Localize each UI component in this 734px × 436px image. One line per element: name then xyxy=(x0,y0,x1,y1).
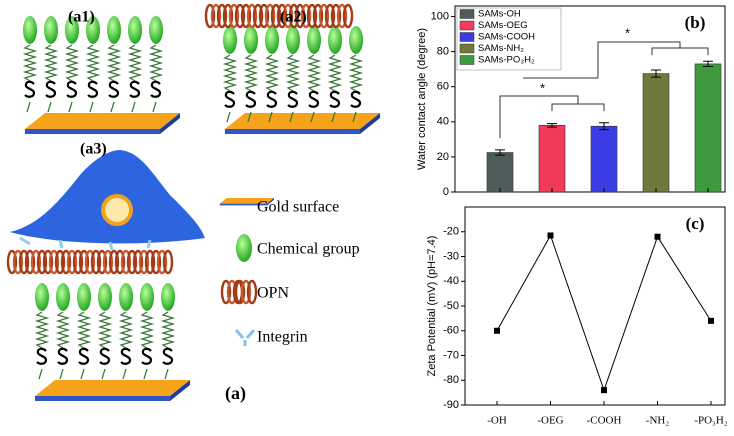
y-tick-label: -40 xyxy=(443,275,459,287)
bar xyxy=(486,152,514,193)
legend-swatch xyxy=(459,55,475,65)
error-bar xyxy=(547,123,557,128)
y-tick-label: -60 xyxy=(443,325,459,337)
x-tick-label: -OH xyxy=(487,415,507,427)
legend-text: OPN xyxy=(257,285,289,302)
y-tick-label: -30 xyxy=(443,250,459,262)
error-bar xyxy=(703,60,713,68)
y-tick-label: -70 xyxy=(443,349,459,361)
significance-mark: * xyxy=(540,80,545,95)
y-tick-label: -90 xyxy=(443,399,459,411)
y-tick-label: -80 xyxy=(443,374,459,386)
panel-label: (a) xyxy=(225,383,246,404)
y-tick-label: 80 xyxy=(437,46,449,58)
legend-label: SAMs-OEG xyxy=(478,20,528,31)
y-tick-label: 60 xyxy=(437,81,449,93)
error-bar xyxy=(651,69,661,78)
bar xyxy=(694,63,722,193)
x-tick-label: -PO₃H₂ xyxy=(694,415,728,427)
legend-frame xyxy=(456,7,562,71)
legend-label: SAMs-OH xyxy=(478,9,521,20)
marker xyxy=(494,327,500,334)
schematic: (a1) (a2) (a3) (a) Gold surface Chemical… xyxy=(6,3,380,404)
marker xyxy=(708,317,714,324)
error-bar xyxy=(495,149,505,156)
legend-text: Integrin xyxy=(257,329,308,346)
legend-text: Gold surface xyxy=(257,199,339,216)
panel-label: (a3) xyxy=(80,141,107,158)
legend-swatch xyxy=(459,20,475,31)
plot-frame xyxy=(454,5,726,193)
legend-label: SAMs-NH₂ xyxy=(478,43,524,54)
legend-label: SAMs-COOH xyxy=(478,32,535,43)
x-tick-label: -OEG xyxy=(537,415,563,427)
y-tick-label: -20 xyxy=(443,226,459,238)
y-tick-label: 100 xyxy=(431,10,449,22)
data-line xyxy=(496,234,712,392)
bar xyxy=(538,125,566,193)
significance-mark: * xyxy=(625,25,630,40)
panel-label: (a1) xyxy=(68,9,95,26)
legend-text: Chemical group xyxy=(257,241,360,258)
bar xyxy=(590,125,618,193)
y-tick-label: -50 xyxy=(443,300,459,312)
error-bar xyxy=(599,122,609,131)
legend-swatch xyxy=(459,9,475,19)
significance-brackets xyxy=(499,41,709,138)
legend-swatch xyxy=(459,43,475,54)
panel-label: (a2) xyxy=(280,9,307,26)
x-tick-label: -NH₂ xyxy=(646,415,670,427)
plot-frame xyxy=(464,206,726,406)
bar xyxy=(642,73,670,193)
marker xyxy=(547,232,554,239)
y-tick-label: 20 xyxy=(437,151,449,163)
y-axis-label: Zeta Potential (mV) (pH=7.4) xyxy=(426,236,438,377)
legend-swatch xyxy=(459,32,475,42)
marker xyxy=(654,233,661,240)
x-tick-label: -COOH xyxy=(587,415,622,427)
legend-label: SAMs-PO₃H₂ xyxy=(478,55,535,66)
panel-label: (b) xyxy=(685,13,706,32)
y-tick-label: 40 xyxy=(437,116,449,128)
y-tick-label: 0 xyxy=(443,186,449,198)
y-axis-label: Water contact angle (degree) xyxy=(416,28,428,170)
panel-label: (c) xyxy=(686,214,705,233)
marker xyxy=(601,387,607,394)
